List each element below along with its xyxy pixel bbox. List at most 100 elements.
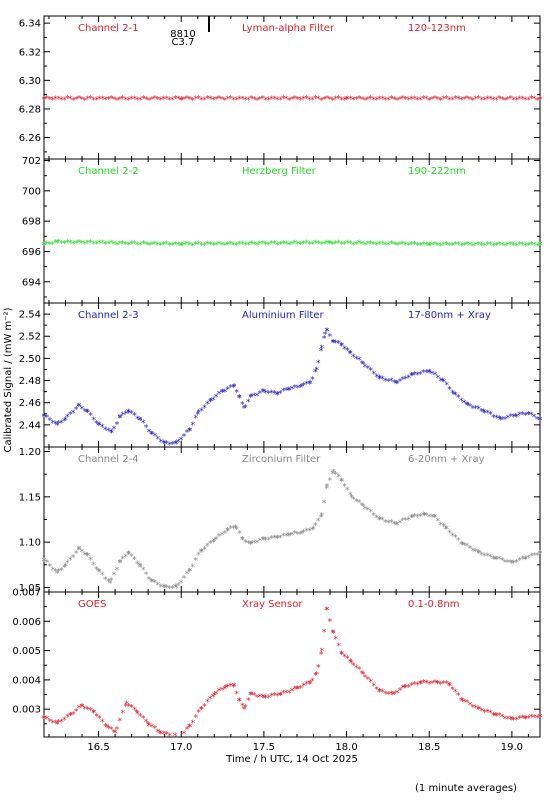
data-point: * — [193, 414, 198, 424]
panel-label-channel: GOES — [78, 599, 106, 610]
data-point: * — [94, 96, 99, 106]
data-point: * — [439, 681, 444, 691]
data-point-key: * — [225, 527, 230, 537]
data-point: * — [249, 95, 254, 105]
data-point: * — [287, 241, 292, 251]
data-point: * — [144, 240, 149, 250]
data-point-key: * — [452, 390, 457, 400]
data-point-key: * — [331, 468, 336, 478]
data-point: * — [228, 383, 233, 393]
data-point: * — [135, 710, 140, 720]
data-point: * — [226, 95, 231, 105]
data-point: * — [112, 425, 117, 435]
data-point: * — [144, 718, 149, 728]
data-point: * — [45, 95, 50, 105]
data-point: * — [138, 713, 143, 723]
data-point: * — [444, 525, 449, 535]
data-point: * — [301, 528, 306, 538]
data-point: * — [199, 241, 204, 251]
data-point: * — [433, 95, 438, 105]
data-point: * — [83, 240, 88, 250]
data-point-key: * — [361, 502, 366, 512]
data-point: * — [226, 385, 231, 395]
data-point: * — [374, 96, 379, 106]
data-point: * — [103, 96, 108, 106]
data-point: * — [500, 415, 505, 425]
data-point: * — [485, 95, 490, 105]
data-point-key: * — [402, 684, 407, 694]
data-point: * — [316, 239, 321, 249]
data-point: * — [301, 682, 306, 692]
data-point: * — [488, 709, 493, 719]
data-point: * — [42, 241, 47, 251]
data-point: * — [401, 684, 406, 694]
data-point: * — [135, 415, 140, 425]
data-point: * — [351, 241, 356, 251]
data-point: * — [366, 675, 371, 685]
data-point: * — [310, 96, 315, 106]
data-point: * — [371, 512, 376, 522]
data-point: * — [401, 240, 406, 250]
data-point: * — [278, 534, 283, 544]
data-point: * — [421, 240, 426, 250]
data-point: * — [433, 678, 438, 688]
data-point: * — [53, 568, 58, 578]
data-point: * — [383, 96, 388, 106]
data-point: * — [62, 564, 67, 574]
data-point: * — [211, 242, 216, 252]
data-point-key: * — [234, 523, 239, 533]
data-point: * — [240, 95, 245, 105]
data-point: * — [91, 416, 96, 426]
data-point: * — [363, 505, 368, 515]
data-point: * — [211, 396, 216, 406]
data-point: * — [153, 95, 158, 105]
data-point: * — [278, 691, 283, 701]
data-point: * — [339, 240, 344, 250]
data-point-key: * — [523, 555, 528, 565]
data-point: * — [433, 371, 438, 381]
data-point-key: * — [526, 410, 531, 420]
data-point-key: * — [146, 720, 151, 730]
data-point-key: * — [149, 430, 154, 440]
data-point: * — [418, 680, 423, 690]
data-point: * — [199, 706, 204, 716]
data-point: * — [132, 95, 137, 105]
data-point: * — [322, 628, 327, 638]
data-point: * — [491, 712, 496, 722]
data-point: * — [83, 551, 88, 561]
data-point: * — [322, 96, 327, 106]
data-point: * — [112, 728, 117, 738]
data-point-key: * — [42, 557, 47, 567]
data-point: * — [205, 400, 210, 410]
data-point: * — [468, 545, 473, 555]
data-point: * — [366, 240, 371, 250]
data-point-key: * — [162, 440, 167, 450]
data-point: * — [509, 558, 514, 568]
data-point: * — [237, 240, 242, 250]
data-point: * — [322, 240, 327, 250]
data-point: * — [436, 374, 441, 384]
data-point: * — [109, 725, 114, 735]
data-point: * — [526, 96, 531, 106]
x-axis: 16.5 17.0 17.5 18.0 18.5 19.0 — [87, 742, 523, 753]
data-point: * — [284, 240, 289, 250]
data-point: * — [278, 241, 283, 251]
data-point: * — [296, 384, 301, 394]
data-point: * — [193, 95, 198, 105]
data-point: * — [357, 95, 362, 105]
data-point: * — [164, 440, 169, 450]
data-point: * — [281, 689, 286, 699]
data-point: * — [474, 704, 479, 714]
data-point: * — [371, 96, 376, 106]
data-point: * — [164, 95, 169, 105]
data-point: * — [158, 96, 163, 106]
data-point: * — [371, 682, 376, 692]
data-point: * — [202, 702, 207, 712]
data-point: * — [450, 532, 455, 542]
data-point: * — [351, 661, 356, 671]
data-point: * — [447, 242, 452, 252]
data-point-key: * — [275, 390, 280, 400]
data-point: * — [231, 525, 236, 535]
data-point: * — [453, 95, 458, 105]
data-point-key: * — [174, 440, 179, 450]
